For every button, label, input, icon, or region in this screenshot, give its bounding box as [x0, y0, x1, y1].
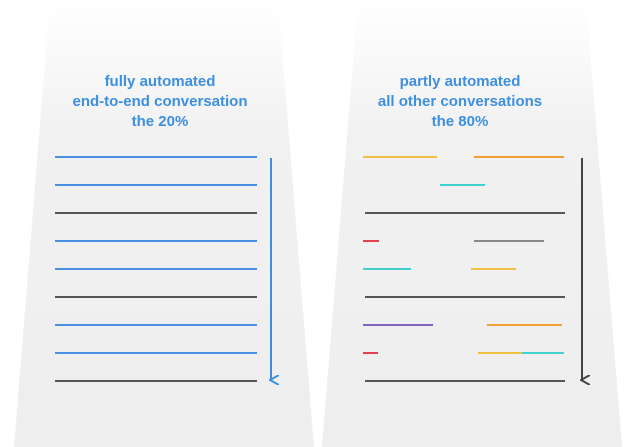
left-heading-line-2: end-to-end conversation [72, 93, 248, 110]
right-heading-line-1: partly automated [399, 73, 521, 90]
right-heading: partly automated all other conversations… [330, 72, 590, 132]
left-heading-line-3: the 20% [131, 113, 189, 130]
left-panel-background [14, 0, 314, 447]
left-heading: fully automated end-to-end conversation … [30, 72, 290, 132]
left-heading-line-1: fully automated [104, 73, 216, 90]
right-heading-line-2: all other conversations [377, 93, 543, 110]
right-heading-line-3: the 80% [431, 113, 489, 130]
right-conversation-lines [363, 156, 565, 382]
right-panel-background [322, 0, 622, 447]
left-conversation-lines [55, 156, 257, 382]
